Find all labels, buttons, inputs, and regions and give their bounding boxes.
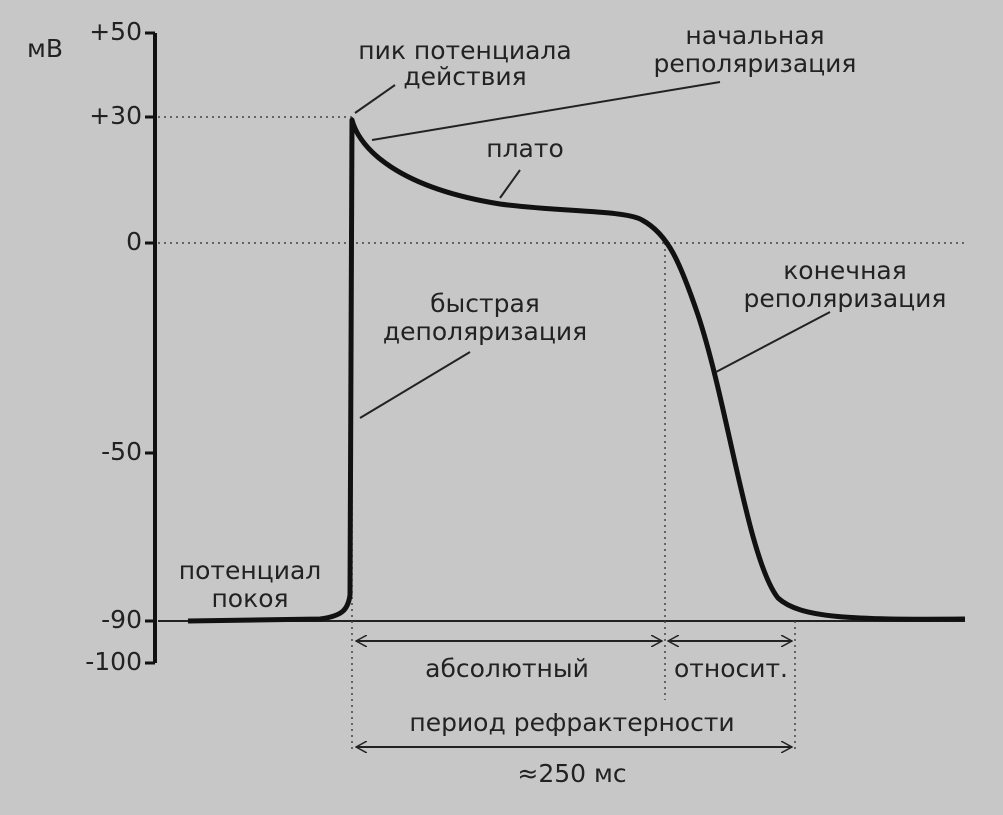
annotation: период рефрактерности [409, 708, 734, 737]
annotation: абсолютный [425, 654, 589, 683]
annotation: ≈250 мс [517, 759, 626, 788]
pointer [715, 311, 831, 373]
y-tick-label: -100 [85, 647, 142, 676]
annotation: потенциал [179, 556, 322, 585]
y-tick-label: +50 [89, 17, 142, 46]
y-tick-label: +30 [89, 101, 142, 130]
pointer [499, 169, 521, 199]
y-unit: мВ [27, 34, 63, 63]
y-tick-label: -90 [101, 605, 142, 634]
annotation: пик потенциала [358, 36, 571, 65]
annotation: конечная [783, 256, 907, 285]
annotation: деполяризация [383, 317, 587, 346]
annotation: начальная [685, 21, 824, 50]
pointer [359, 351, 471, 419]
annotation: реполяризация [654, 49, 857, 78]
action-potential-curve [187, 117, 966, 624]
pointer [371, 81, 721, 141]
y-tick-label: 0 [126, 227, 142, 256]
annotation: плато [486, 134, 564, 163]
y-tick-label: -50 [101, 437, 142, 466]
pointer [354, 84, 396, 114]
annotation: быстрая [430, 289, 540, 318]
annotation: относит. [674, 654, 788, 683]
annotation: реполяризация [744, 284, 947, 313]
annotation: покоя [211, 584, 288, 613]
annotation: действия [403, 62, 526, 91]
